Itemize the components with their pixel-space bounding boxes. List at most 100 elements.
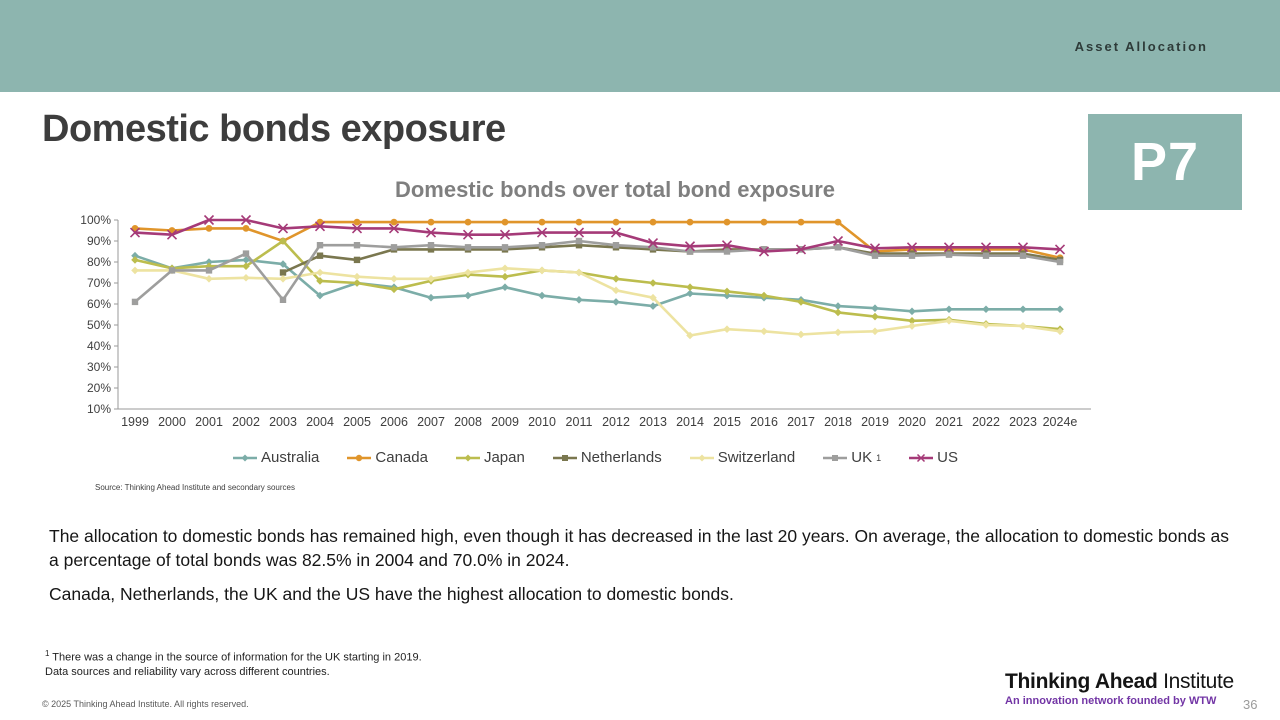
legend-swatch-icon <box>552 454 577 461</box>
marker-square <box>760 246 768 253</box>
x-tick-label: 2015 <box>713 415 741 429</box>
marker-diamond <box>686 331 694 340</box>
marker-x <box>240 214 252 226</box>
marker-square <box>316 252 324 259</box>
x-tick-label: 2006 <box>380 415 408 429</box>
marker-diamond <box>279 275 287 283</box>
legend-swatch-icon <box>823 454 848 461</box>
thinking-ahead-institute-logo: Thinking Ahead Institute An innovation n… <box>1005 670 1234 707</box>
marker-diamond <box>279 260 287 268</box>
marker-circle <box>612 218 620 226</box>
marker-diamond <box>982 305 990 314</box>
legend-label: Netherlands <box>580 449 662 466</box>
marker-x <box>388 223 400 234</box>
marker-diamond <box>205 275 213 283</box>
x-tick-label: 2017 <box>787 415 815 429</box>
footnote-line-2: Data sources and reliability vary across… <box>45 665 330 678</box>
marker-x <box>832 235 844 247</box>
marker-diamond <box>242 273 250 282</box>
series-line-japan <box>133 239 1062 331</box>
line-chart: 10% 20% 30% 40% 50% 60% 70% 80% 90% 100% 1999 2000 2… <box>80 213 1091 429</box>
legend-item-switzerland: Switzerland <box>689 449 796 466</box>
marker-diamond <box>834 328 842 337</box>
footnote-sup: 1 <box>45 649 50 658</box>
marker-x <box>536 227 548 238</box>
page-number: 36 <box>1243 697 1258 712</box>
marker-x <box>351 223 363 234</box>
x-tick-label: 2012 <box>602 415 630 429</box>
marker-x <box>425 227 437 238</box>
marker-circle <box>760 218 768 226</box>
marker-diamond <box>353 279 361 287</box>
series-line-canada <box>133 220 1062 260</box>
header-bar: Asset Allocation <box>0 0 1280 92</box>
marker-square <box>427 242 435 249</box>
x-tick-label: 2013 <box>639 415 667 429</box>
copyright-text: © 2025 Thinking Ahead Institute. All rig… <box>42 699 249 709</box>
marker-diamond <box>1056 327 1064 336</box>
marker-x <box>869 243 881 254</box>
marker-square <box>279 296 287 303</box>
legend-item-japan: Japan <box>455 449 525 466</box>
marker-circle <box>797 218 805 226</box>
y-tick-label: 100% <box>80 213 111 227</box>
logo-tagline: An innovation network founded by WTW <box>1005 695 1217 707</box>
marker-circle <box>353 218 361 226</box>
x-tick-label: 2023 <box>1009 415 1037 429</box>
marker-square <box>834 244 842 251</box>
marker-square <box>1019 252 1027 259</box>
y-tick-label: 20% <box>87 381 111 395</box>
x-tick-label: 2004 <box>306 415 334 429</box>
y-tick-label: 70% <box>87 276 111 290</box>
marker-x <box>610 227 622 238</box>
legend-label: Japan <box>483 449 525 466</box>
logo-wordmark: Thinking Ahead Institute <box>1005 670 1234 693</box>
legend-label: Switzerland <box>717 449 796 466</box>
y-tick-label: 60% <box>87 297 111 311</box>
marker-diamond <box>612 275 620 283</box>
marker-diamond <box>612 286 620 295</box>
source-note: Source: Thinking Ahead Institute and sec… <box>95 483 295 492</box>
commentary: The allocation to domestic bonds has rem… <box>49 524 1241 616</box>
marker-diamond <box>871 304 879 312</box>
marker-circle <box>686 218 694 226</box>
marker-diamond <box>390 275 398 283</box>
marker-x <box>166 229 178 240</box>
marker-circle <box>538 218 546 226</box>
x-tick-label: 2009 <box>491 415 519 429</box>
marker-x <box>684 241 696 252</box>
x-tick-label: 2019 <box>861 415 889 429</box>
marker-diamond <box>612 298 620 306</box>
marker-diamond <box>982 321 990 329</box>
marker-square <box>871 252 879 259</box>
legend-item-uk: UK 1 <box>822 449 881 466</box>
marker-x <box>462 229 474 240</box>
marker-square <box>390 244 398 251</box>
marker-square <box>464 244 472 251</box>
marker-diamond <box>131 266 139 275</box>
marker-square <box>1056 258 1064 266</box>
marker-square <box>316 242 324 249</box>
marker-x <box>573 227 585 238</box>
marker-diamond <box>131 251 139 260</box>
legend-item-netherlands: Netherlands <box>552 449 662 466</box>
marker-diamond <box>686 283 694 291</box>
legend-item-canada: Canada <box>346 449 428 466</box>
legend-label: Canada <box>375 449 428 466</box>
x-tick-label: 1999 <box>121 415 149 429</box>
x-tick-label: 2010 <box>528 415 556 429</box>
marker-x <box>721 240 733 251</box>
y-tick-label: 10% <box>87 402 111 416</box>
marker-diamond <box>760 291 768 300</box>
legend-label-superscript: 1 <box>876 452 882 463</box>
marker-x <box>795 244 807 255</box>
marker-diamond <box>1019 305 1027 314</box>
marker-circle <box>242 225 250 232</box>
legend-swatch-icon <box>455 454 480 461</box>
chart-title: Domestic bonds over total bond exposure <box>394 177 836 202</box>
marker-square <box>279 269 287 276</box>
x-tick-label: 2005 <box>343 415 371 429</box>
header-section-label: Asset Allocation <box>1074 39 1208 54</box>
x-tick-label: 2000 <box>158 415 186 429</box>
